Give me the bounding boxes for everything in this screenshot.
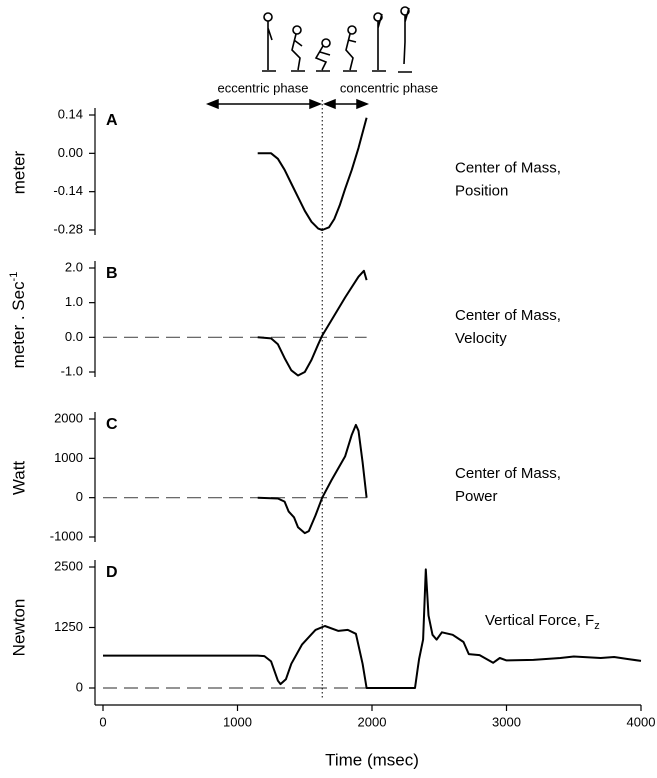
y-axis-label: Watt xyxy=(9,461,28,496)
y-tick-label: -1000 xyxy=(50,528,83,543)
y-axis-label-text: meter . Sec xyxy=(9,281,28,368)
y-tick-label: 2000 xyxy=(54,410,83,425)
x-axis-label: Time (msec) xyxy=(325,750,419,769)
y-tick-label: -0.14 xyxy=(53,183,83,198)
annotation: Vertical Force, Fz xyxy=(485,612,600,632)
y-tick-label: 0 xyxy=(76,489,83,504)
annotation: Center of Mass, xyxy=(455,465,561,482)
y-tick-label: 0.00 xyxy=(58,145,83,160)
data-line xyxy=(103,568,642,689)
y-tick-label: -0.28 xyxy=(53,221,83,236)
y-axis-label: meter xyxy=(9,150,28,194)
x-tick-label: 1000 xyxy=(223,714,252,729)
annotation: Position xyxy=(455,182,508,199)
annotation: Power xyxy=(455,488,498,505)
annotation-text: Vertical Force, F xyxy=(485,612,594,629)
y-axis-label-superscript: -1 xyxy=(8,272,20,282)
y-tick-label: 2500 xyxy=(54,558,83,573)
y-axis-label: Newton xyxy=(9,599,28,657)
y-tick-label: 0.0 xyxy=(65,329,83,344)
x-tick-label: 3000 xyxy=(492,714,521,729)
annotation: Center of Mass, xyxy=(455,307,561,324)
x-tick-label: 0 xyxy=(99,714,106,729)
phase-arrows xyxy=(205,98,370,110)
phase-label: concentric phase xyxy=(340,80,438,95)
panel-label: B xyxy=(106,265,118,282)
y-tick-label: 2.0 xyxy=(65,259,83,274)
panel-label: A xyxy=(106,112,118,129)
x-tick-label: 4000 xyxy=(627,714,656,729)
phase-label: eccentric phase xyxy=(217,80,308,95)
panel-label: D xyxy=(106,564,118,581)
y-tick-label: 0 xyxy=(76,679,83,694)
data-line xyxy=(257,423,368,535)
annotation: Velocity xyxy=(455,330,507,347)
y-axis-label: meter . Sec-1 xyxy=(8,272,29,369)
y-tick-label: 1.0 xyxy=(65,294,83,309)
x-tick-label: 2000 xyxy=(358,714,387,729)
data-line xyxy=(257,117,368,231)
y-tick-label: 1250 xyxy=(54,619,83,634)
y-tick-label: 0.14 xyxy=(58,106,83,121)
y-tick-label: -1.0 xyxy=(61,363,83,378)
annotation: Center of Mass, xyxy=(455,159,561,176)
y-tick-label: 1000 xyxy=(54,450,83,465)
panel-label: C xyxy=(106,416,118,433)
data-line xyxy=(257,269,368,377)
stick-figures xyxy=(262,6,412,73)
annotation-subscript: z xyxy=(594,620,600,632)
